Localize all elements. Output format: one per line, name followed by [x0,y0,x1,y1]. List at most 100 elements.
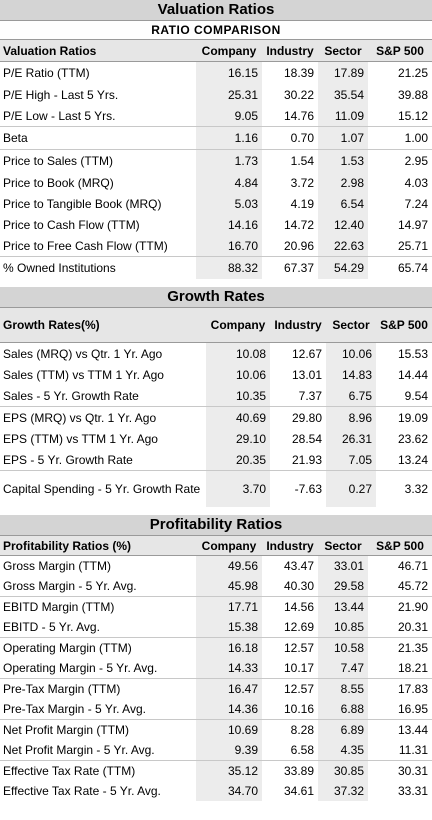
cell-value: 10.16 [283,702,314,716]
column-header: Sector [318,40,368,62]
table-row: Net Profit Margin (TTM) 10.69 8.28 6.89 13.4… [0,719,432,740]
table-row: Price to Free Cash Flow (TTM) 16.70 20.96 2… [0,235,432,257]
cell-value: 10.35 [206,385,270,407]
cell-value: 67.37 [262,256,318,279]
column-header: Valuation Ratios [0,40,196,62]
cell-value: 10.17 [283,661,314,675]
cell-value: 11.09 [318,105,368,127]
cell-value: 16.95 [397,702,428,716]
table-row: Price to Tangible Book (MRQ) 5.03 4.19 6.54… [0,193,432,214]
cell-value: 40.69 [206,406,270,428]
column-header: S&P 500 [376,308,432,343]
row-label: P/E Low - Last 5 Yrs. [3,108,116,123]
row-label: EPS (TTM) vs TTM 1 Yr. Ago [3,431,158,446]
cell-value: 17.71 [196,596,262,617]
cell-value: 33.31 [397,784,428,798]
row-label: Pre-Tax Margin - 5 Yr. Avg. [3,702,146,716]
cell-value: 35.54 [318,84,368,105]
cell-value: 13.44 [368,719,432,740]
cell-value: 21.90 [368,596,432,617]
cell-value: 9.39 [196,740,262,761]
cell-value: 45.98 [196,576,262,597]
cell-value: 39.88 [397,87,428,102]
row-label: EPS - 5 Yr. Growth Rate [3,452,133,467]
cell-value: 10.58 [318,637,368,658]
row-label: Price to Sales (TTM) [0,149,196,172]
cell-value: 12.69 [283,620,314,634]
table-row: Gross Margin - 5 Yr. Avg. 45.98 40.30 29.58… [0,576,432,597]
table-header-row: Growth Rates(%) Company Industry Sector … [0,308,432,343]
growth-table: Growth Rates(%) Company Industry Sector … [0,308,432,507]
cell-value: 17.89 [318,61,368,84]
table-row: Price to Sales (TTM) 1.73 1.54 1.53 2.95 [0,149,432,172]
row-label: % Owned Institutions [0,256,196,279]
cell-value: 26.31 [326,428,376,449]
table-row: Sales (TTM) vs TTM 1 Yr. Ago 10.06 13.01 14… [0,364,432,385]
ratios-page: Valuation Ratios RATIO COMPARISON Valuat… [0,0,432,801]
cell-value: 7.05 [326,449,376,471]
table-row: Sales - 5 Yr. Growth Rate 10.35 7.37 6.75 9.… [0,385,432,407]
row-label: Effective Tax Rate - 5 Yr. Avg. [3,784,161,798]
cell-value: 6.54 [318,193,368,214]
cell-value: 8.28 [262,719,318,740]
cell-value: 7.47 [318,658,368,679]
table-row: Capital Spending - 5 Yr. Growth Rate 3.70… [0,470,432,507]
cell-value: 7.24 [404,196,428,211]
cell-value: 10.06 [326,342,376,364]
cell-value: 10.85 [318,617,368,638]
cell-value: 14.16 [196,214,262,235]
row-label: Pre-Tax Margin (TTM) [0,678,196,699]
cell-value: 3.72 [290,175,314,190]
cell-value: 4.35 [318,740,368,761]
column-header: Growth Rates(%) [0,308,206,343]
profitability-table: Profitability Ratios (%) Company Industr… [0,536,432,801]
cell-value: 14.56 [262,596,318,617]
cell-value: 15.38 [196,617,262,638]
cell-value: 34.61 [283,784,314,798]
row-label: Gross Margin - 5 Yr. Avg. [3,579,137,593]
row-label: Price to Free Cash Flow (TTM) [3,238,168,253]
table-row: EPS (MRQ) vs Qtr. 1 Yr. Ago 40.69 29.80 8.9… [0,406,432,428]
cell-value: 54.29 [318,256,368,279]
row-label: Sales (TTM) vs TTM 1 Yr. Ago [3,367,164,382]
cell-value: 14.72 [283,217,314,232]
table-header-row: Profitability Ratios (%) Company Industr… [0,536,432,556]
table-row: Price to Cash Flow (TTM) 14.16 14.72 12.40 1… [0,214,432,235]
cell-value: 0.27 [326,470,376,507]
column-header: Company [206,308,270,343]
cell-value: 1.53 [318,149,368,172]
row-label: Net Profit Margin - 5 Yr. Avg. [3,743,155,757]
row-label: Price to Cash Flow (TTM) [3,217,140,232]
table-row: EPS (TTM) vs TTM 1 Yr. Ago 29.10 28.54 26.3… [0,428,432,449]
cell-value: 6.75 [326,385,376,407]
cell-value: 15.12 [397,108,428,123]
profitability-section-title: Profitability Ratios [0,515,432,536]
cell-value: 21.35 [368,637,432,658]
cell-value: 10.06 [206,364,270,385]
row-label: Price to Book (MRQ) [3,175,114,190]
cell-value: 33.89 [262,760,318,781]
table-row: Pre-Tax Margin (TTM) 16.47 12.57 8.55 17.83 [0,678,432,699]
cell-value: 9.05 [196,105,262,127]
cell-value: 1.16 [196,126,262,150]
cell-value: 14.97 [397,217,428,232]
valuation-section-title: Valuation Ratios [0,0,432,21]
table-row: Effective Tax Rate - 5 Yr. Avg. 34.70 34.6… [0,781,432,801]
cell-value: 4.03 [404,175,428,190]
cell-value: 14.83 [326,364,376,385]
growth-section-title: Growth Rates [0,287,432,308]
cell-value: 8.96 [326,406,376,428]
cell-value: 35.12 [196,760,262,781]
cell-value: 34.70 [196,781,262,801]
cell-value: 14.36 [196,699,262,720]
row-label: P/E Ratio (TTM) [0,61,196,84]
column-header: S&P 500 [368,40,432,62]
cell-value: 5.03 [196,193,262,214]
cell-value: 10.69 [196,719,262,740]
cell-value: 6.89 [318,719,368,740]
row-label: EPS (MRQ) vs Qtr. 1 Yr. Ago [0,406,206,428]
row-label: EBITD Margin (TTM) [0,596,196,617]
column-header: Industry [262,40,318,62]
column-header: Company [196,536,262,556]
table-row: Operating Margin (TTM) 16.18 12.57 10.58 21.… [0,637,432,658]
